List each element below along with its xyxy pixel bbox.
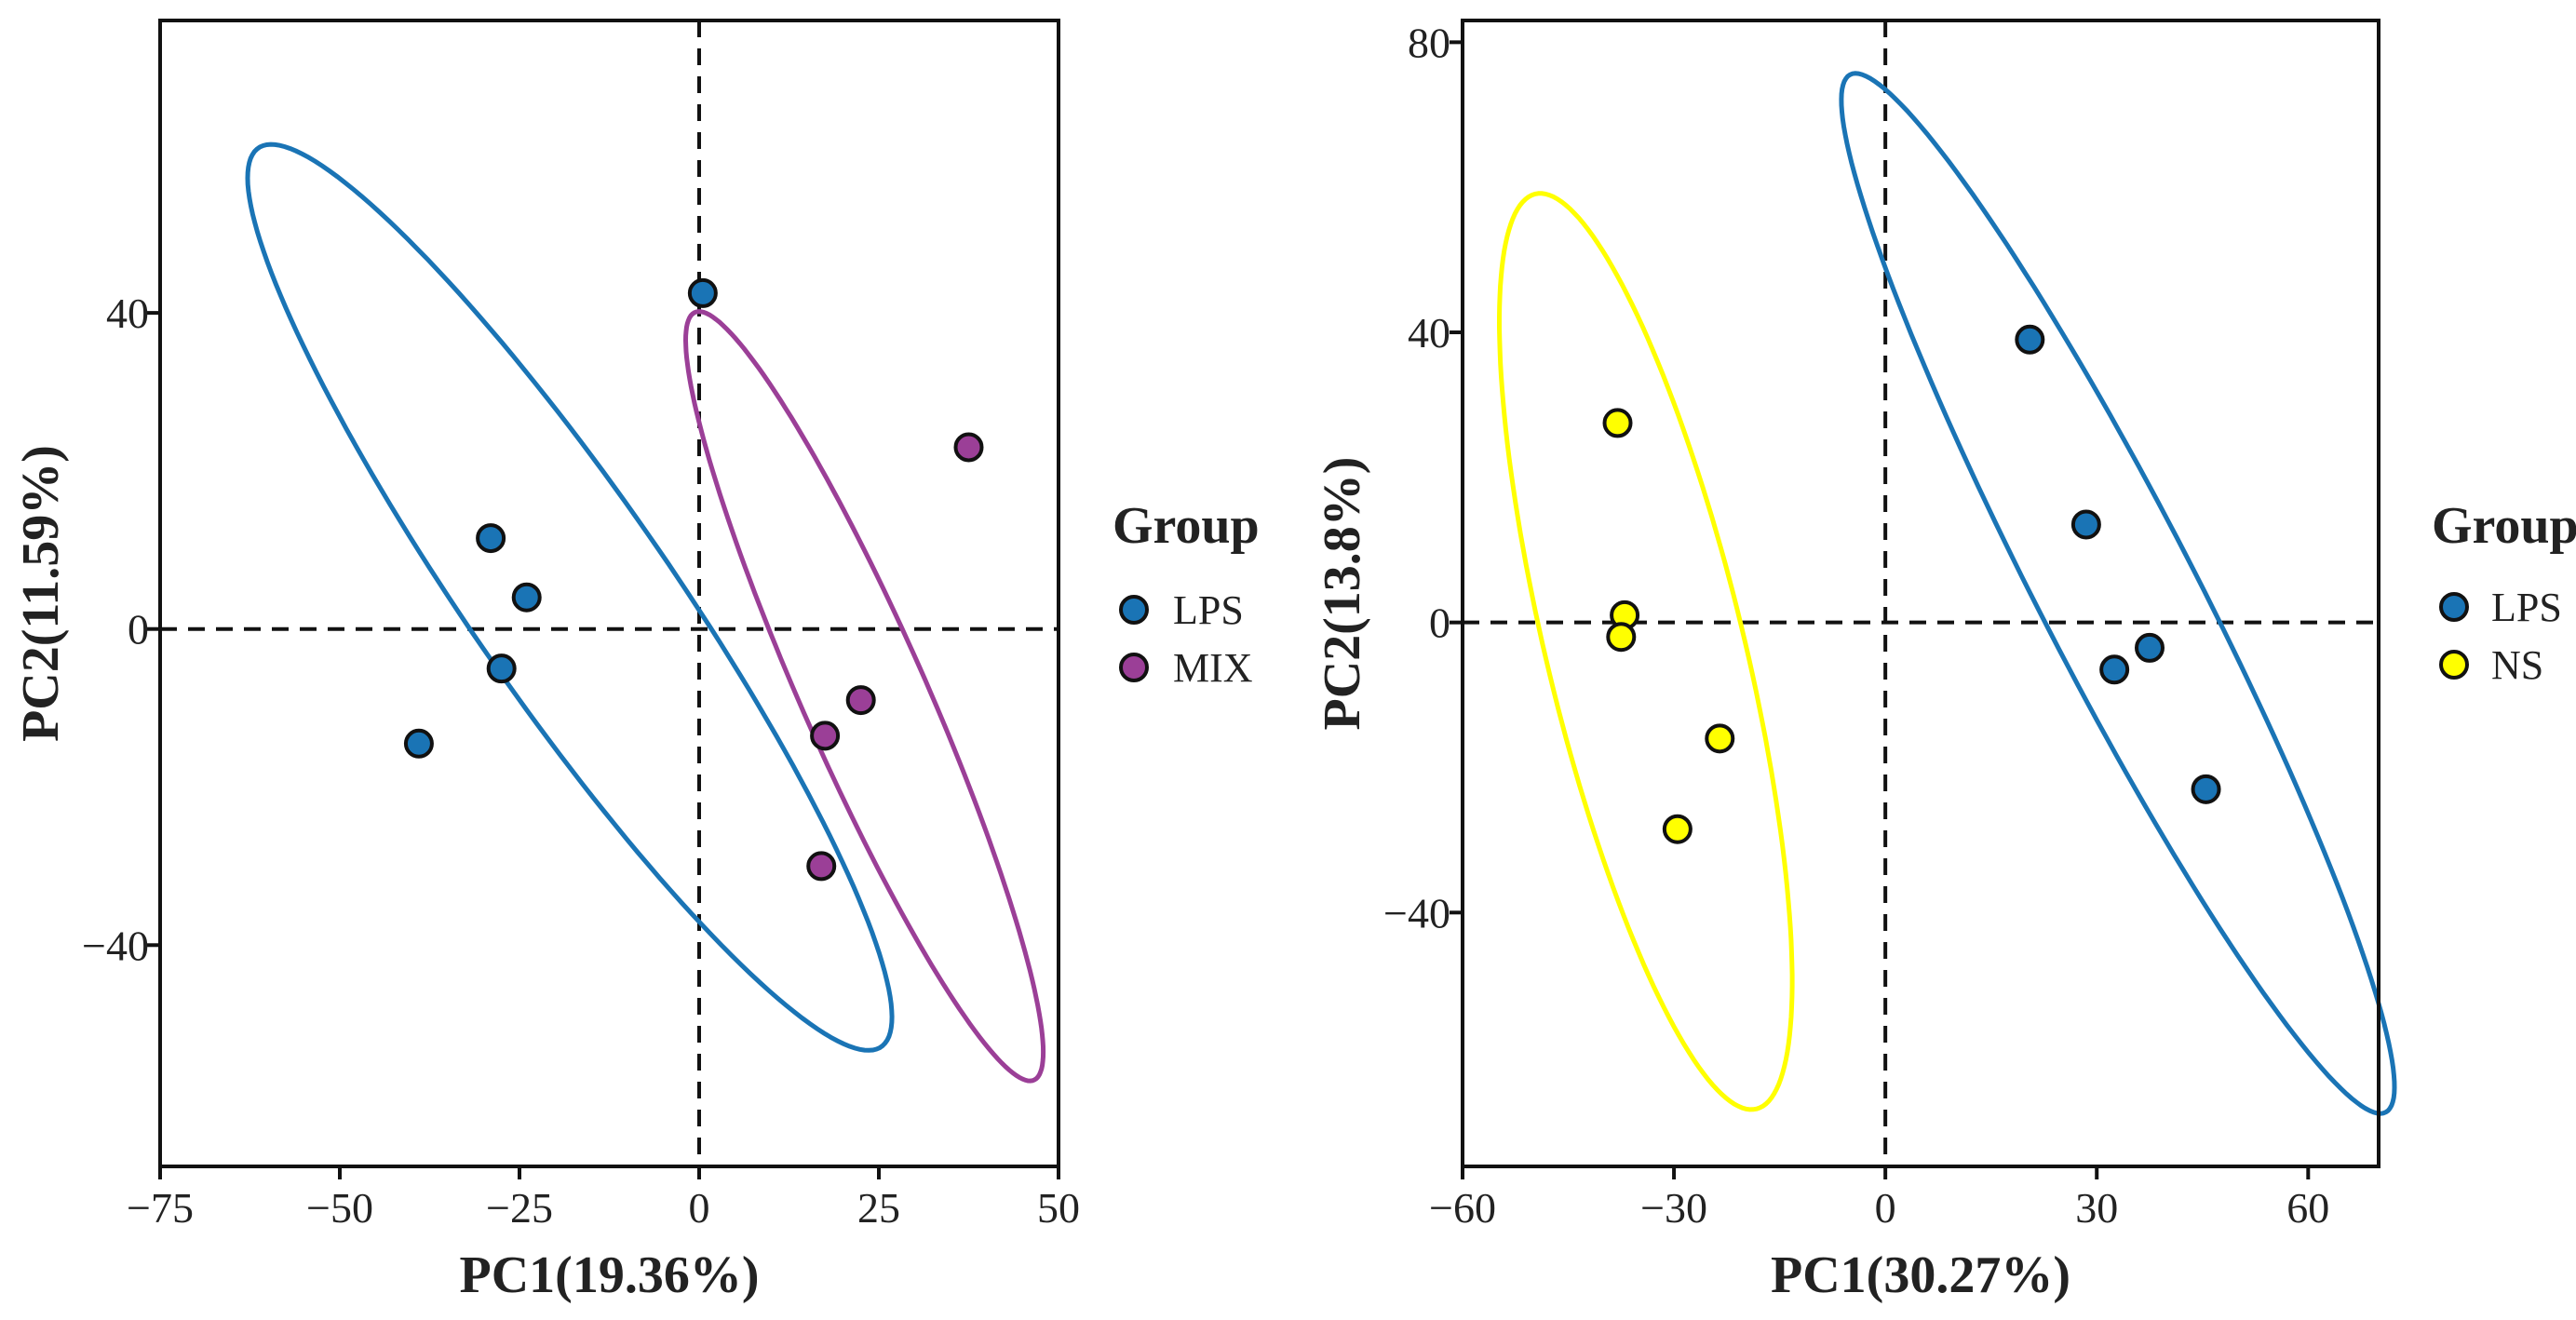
data-point-lps [2135, 632, 2165, 663]
y-axis-title: PC2(13.8%) [1314, 457, 1371, 731]
data-point-mix [845, 685, 876, 716]
data-point-lps [687, 277, 718, 308]
legend-marker-lps [1119, 595, 1149, 625]
legend-title: Group [2432, 497, 2576, 555]
data-point-ns [1602, 408, 1633, 438]
data-point-mix [806, 851, 837, 882]
y-tick-label: 40 [106, 290, 149, 337]
x-tick-label: 0 [1875, 1184, 1896, 1232]
x-tick-label: 50 [1037, 1184, 1080, 1232]
confidence-ellipse-mix [682, 309, 1046, 1084]
legend-marker-mix [1119, 653, 1149, 682]
y-tick-label: −40 [82, 922, 149, 969]
x-tick-label: −60 [1429, 1184, 1496, 1232]
legend: Group LPS NS [2432, 497, 2576, 688]
x-axis-title: PC1(19.36%) [460, 1246, 760, 1304]
y-tick-label: 40 [1408, 309, 1450, 357]
y-tick-label: −40 [1383, 889, 1450, 936]
plot-frame [1461, 19, 2380, 1168]
legend-marker-lps [2439, 592, 2469, 622]
chart-panel-2: −60 −30 0 30 60 −40 0 40 80 PC1(30.27%) PC2(13.8%)… [1314, 19, 2576, 1304]
data-point-ns [1606, 622, 1637, 653]
legend: Group LPS MIX [1113, 497, 1260, 691]
data-point-lps [486, 653, 517, 684]
confidence-ellipse-lps [1839, 71, 2397, 1116]
legend-marker-ns [2439, 650, 2469, 680]
data-point-ns [1705, 723, 1735, 754]
legend-label-ns: NS [2491, 642, 2543, 688]
x-tick-label: −75 [127, 1184, 194, 1232]
x-tick-label: 60 [2286, 1184, 2329, 1232]
x-tick-label: −50 [306, 1184, 373, 1232]
data-point-lps [2191, 774, 2221, 804]
plot-frame [158, 19, 1060, 1168]
data-point-mix [810, 721, 841, 751]
chart-panel-1: −75 −50 −25 0 25 50 −40 0 40 PC1(19.36%) PC2(11.59… [12, 19, 1260, 1304]
x-tick-label: −25 [486, 1184, 553, 1232]
y-axis-title: PC2(11.59%) [12, 445, 70, 742]
confidence-ellipse-lps [245, 141, 895, 1053]
y-tick-label: 0 [1429, 599, 1450, 647]
y-tick-label: 0 [128, 606, 149, 653]
data-point-lps [2070, 509, 2101, 540]
data-point-mix [953, 432, 984, 463]
x-tick-label: 0 [689, 1184, 710, 1232]
legend-label-mix: MIX [1173, 645, 1253, 691]
data-point-ns [1662, 814, 1693, 844]
data-point-lps [403, 728, 434, 759]
data-point-lps [476, 523, 506, 554]
confidence-ellipse-ns [1497, 191, 1795, 1112]
data-point-lps [2015, 324, 2045, 355]
x-tick-label: −30 [1640, 1184, 1707, 1232]
legend-title: Group [1113, 497, 1260, 555]
x-tick-label: 30 [2075, 1184, 2118, 1232]
x-axis-title: PC1(30.27%) [1771, 1246, 2070, 1304]
legend-label-lps: LPS [2491, 585, 2562, 630]
x-tick-label: 25 [857, 1184, 900, 1232]
data-point-lps [511, 582, 542, 613]
y-tick-label: 80 [1408, 19, 1450, 66]
data-point-lps [2099, 654, 2130, 685]
legend-label-lps: LPS [1173, 587, 1244, 633]
